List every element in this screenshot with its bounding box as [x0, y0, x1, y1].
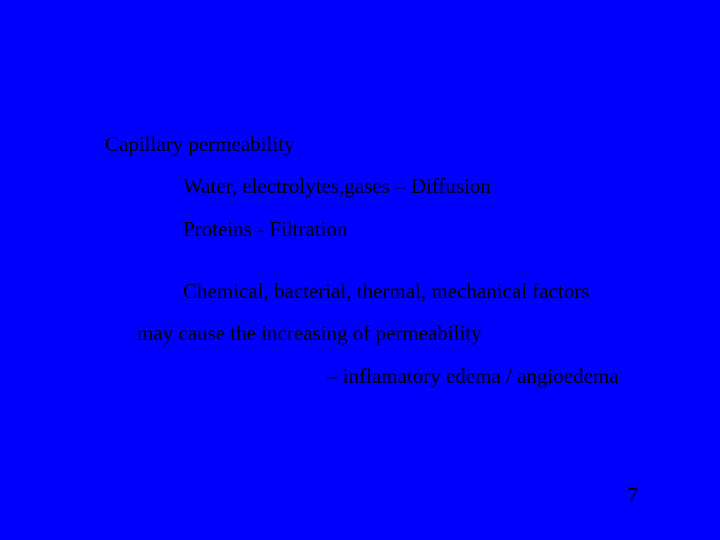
- body-line-2: Proteins - Filtration: [183, 215, 620, 243]
- page-number: 7: [628, 483, 639, 508]
- body-line-3: Chemical, bacterial, thermal, mechanical…: [183, 277, 620, 305]
- slide: Capillary permeability Water, electrolyt…: [0, 0, 720, 540]
- body-line-4: may cause the increasing of permeability: [137, 319, 620, 347]
- body-line-5: – inflamatory edema / angioedema: [327, 362, 620, 390]
- slide-heading: Capillary permeability: [105, 130, 620, 158]
- body-line-1: Water, electrolytes,gases – Diffusion: [183, 172, 620, 200]
